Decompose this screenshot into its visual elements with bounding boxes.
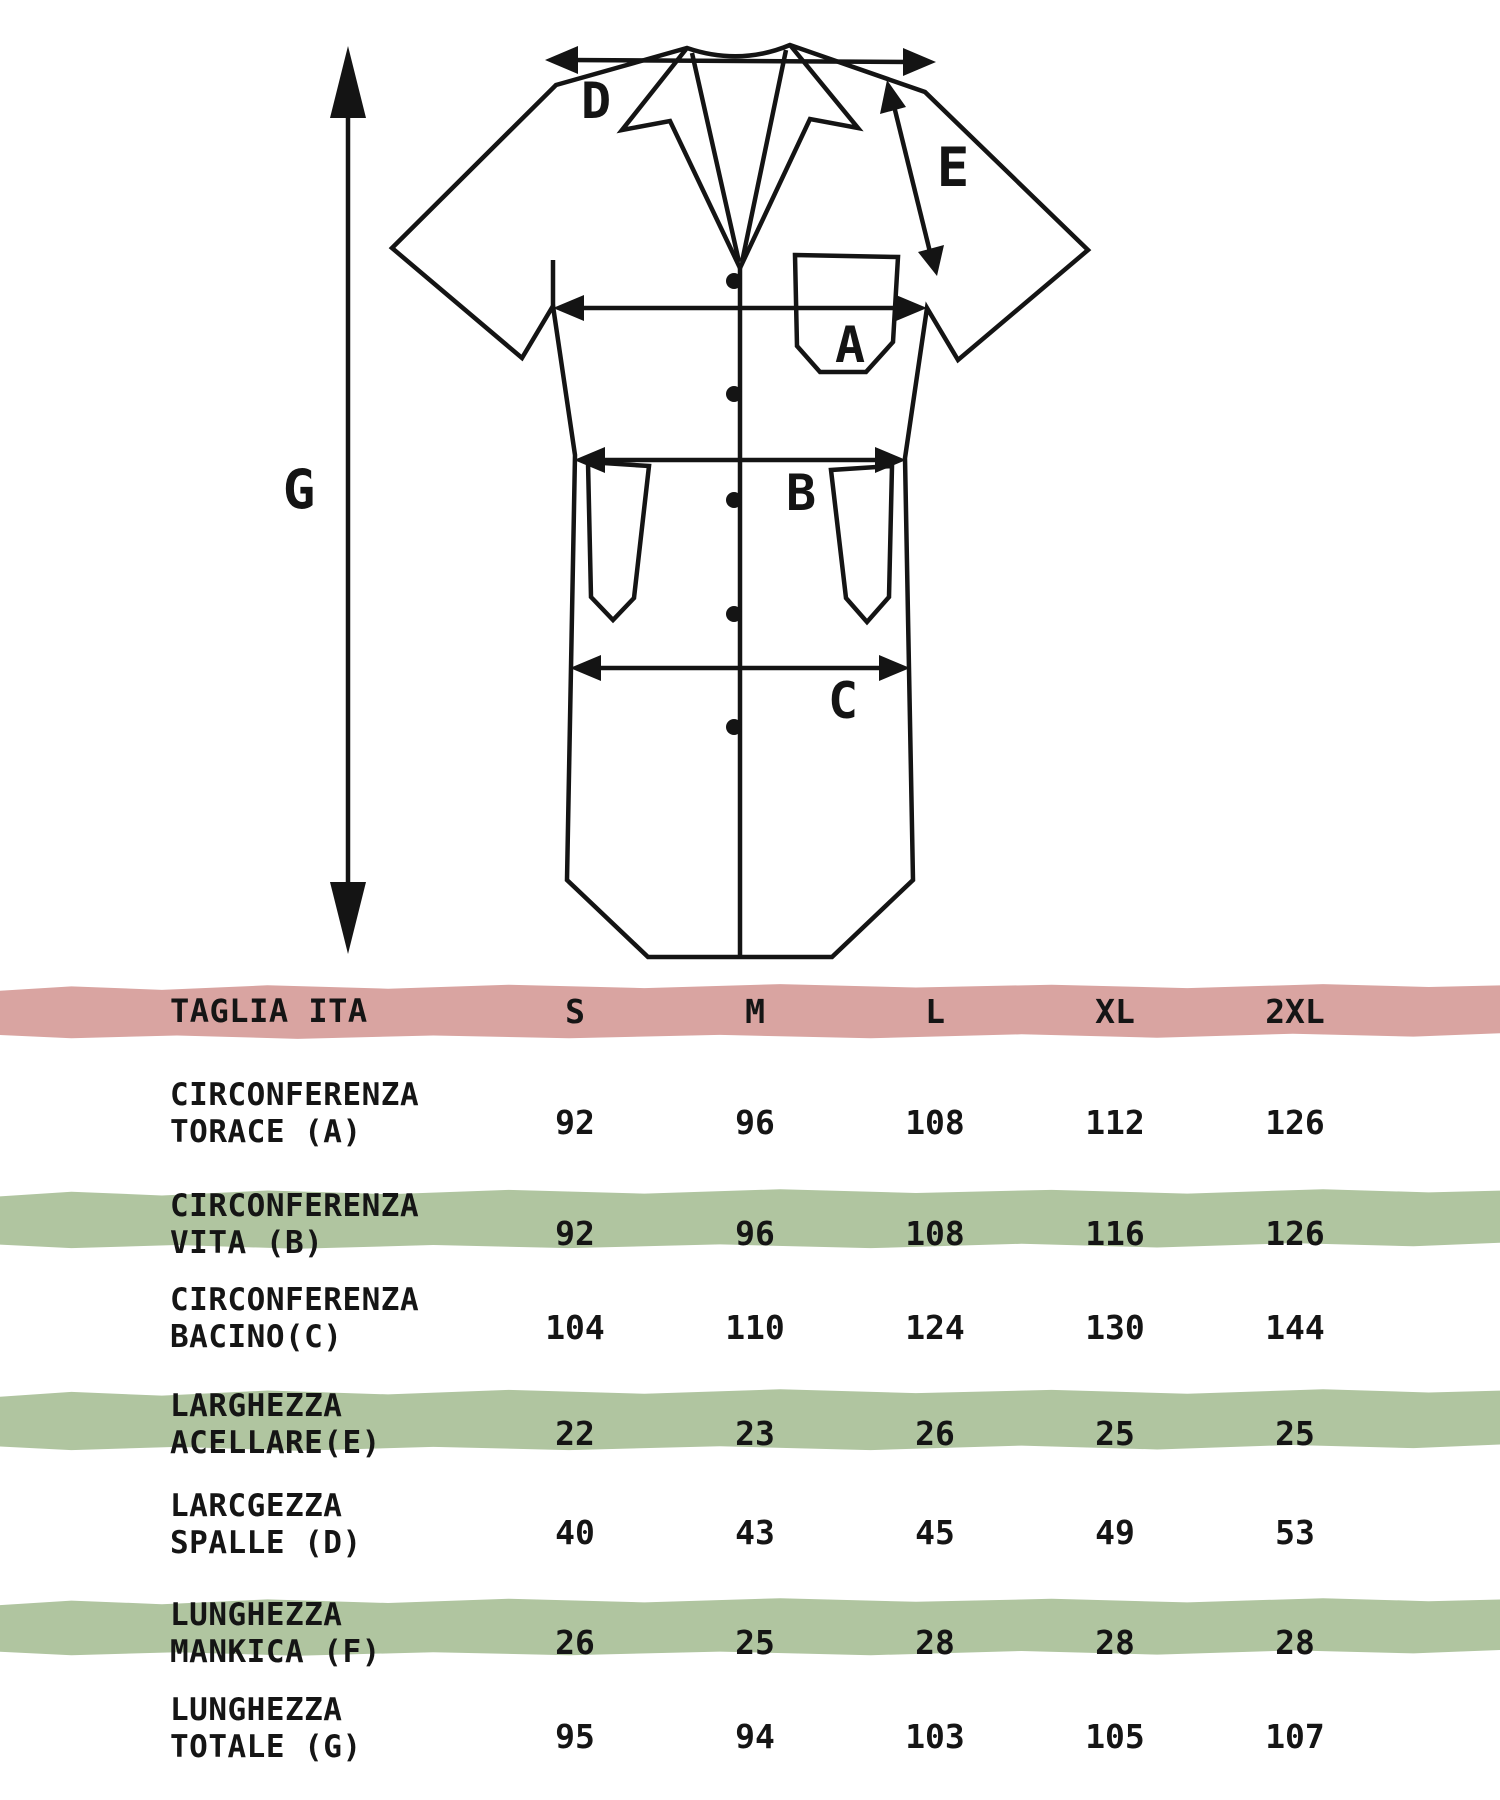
cell-value: 124 [905, 1307, 965, 1347]
cell-value: 43 [735, 1513, 775, 1552]
size-chart-table: TAGLIA ITA S M L XL 2XL CIRCONFERENZA TO… [0, 983, 1500, 1800]
left-lapel-roll-line [689, 52, 742, 263]
chest-label: A [835, 316, 865, 374]
total-length-label: G [283, 458, 316, 521]
cell-value: 25 [1095, 1413, 1135, 1453]
table-header-row: TAGLIA ITA S M L XL 2XL [0, 983, 1500, 1040]
header-cell-size-l: L [925, 992, 945, 1031]
cell-value: 28 [1095, 1622, 1135, 1662]
cell-value: 26 [915, 1413, 955, 1453]
row-label: LARCGEZZA SPALLE (D) [170, 1487, 362, 1561]
header-cell-taglia: TAGLIA ITA [170, 992, 368, 1030]
cell-value: 108 [905, 1102, 965, 1142]
cell-value: 104 [545, 1307, 605, 1347]
cell-value: 103 [905, 1717, 965, 1756]
cell-value: 26 [555, 1622, 595, 1662]
button [726, 273, 742, 289]
cell-value: 112 [1085, 1102, 1145, 1142]
table-row-totale: LUNGHEZZA TOTALE (G) 95 94 103 105 107 [0, 1657, 1500, 1800]
cell-value: 126 [1265, 1213, 1325, 1253]
cell-value: 110 [725, 1307, 785, 1347]
shoulder-label: D [581, 72, 611, 130]
table-row-bacino: CIRCONFERENZA BACINO(C) 104 110 124 130 … [0, 1250, 1500, 1388]
button [726, 386, 742, 402]
row-label: CIRCONFERENZA VITA (B) [170, 1188, 420, 1261]
table-row-torace: CIRCONFERENZA TORACE (A) 92 96 108 112 1… [0, 1040, 1500, 1188]
cell-value: 28 [1275, 1622, 1315, 1662]
header-cell-size-2xl: 2XL [1265, 992, 1325, 1031]
buttons [726, 273, 742, 735]
table-row-manica: LUNGHEZZA MANKICA (F) 26 25 28 28 28 [0, 1597, 1500, 1670]
measure-arrow-armhole [880, 80, 944, 276]
button [726, 719, 742, 735]
cell-value: 23 [735, 1413, 775, 1453]
chest-pocket [792, 252, 901, 375]
row-label: LUNGHEZZA TOTALE (G) [170, 1691, 362, 1765]
garment-diagram: G D E A B [283, 42, 1092, 960]
cell-value: 25 [1275, 1413, 1315, 1453]
cell-value: 96 [735, 1102, 775, 1142]
cell-value: 28 [915, 1622, 955, 1662]
cell-value: 92 [555, 1102, 595, 1142]
cell-value: 107 [1265, 1717, 1325, 1756]
measure-arrow-shoulder [545, 46, 936, 76]
row-label: CIRCONFERENZA BACINO(C) [170, 1282, 420, 1355]
cell-value: 130 [1085, 1307, 1145, 1347]
right-lower-pocket [828, 463, 895, 626]
row-label: CIRCONFERENZA TORACE (A) [170, 1077, 420, 1150]
cell-value: 126 [1265, 1102, 1325, 1142]
cell-value: 144 [1265, 1307, 1325, 1347]
table-row-ascellare: LARGHEZZA ACELLARE(E) 22 23 26 25 25 [0, 1388, 1500, 1461]
cell-value: 105 [1085, 1717, 1145, 1756]
cell-value: 94 [735, 1717, 775, 1756]
row-label: LUNGHEZZA MANKICA (F) [170, 1597, 381, 1670]
hip-label: C [828, 672, 858, 730]
cell-value: 116 [1085, 1213, 1145, 1253]
header-cell-size-xl: XL [1095, 992, 1135, 1031]
measure-arrow-chest [553, 295, 927, 321]
header-cell-size-s: S [565, 992, 585, 1031]
table-row-spalle: LARCGEZZA SPALLE (D) 40 43 45 49 53 [0, 1452, 1500, 1597]
cell-value: 25 [735, 1622, 775, 1662]
row-label: LARGHEZZA ACELLARE(E) [170, 1388, 381, 1461]
button [726, 492, 742, 508]
cell-value: 108 [905, 1213, 965, 1253]
cell-value: 95 [555, 1717, 595, 1756]
header-cell-size-m: M [745, 992, 765, 1031]
table-row-vita: CIRCONFERENZA VITA (B) 92 96 108 116 126 [0, 1188, 1500, 1261]
waist-label: B [786, 464, 816, 522]
cell-value: 45 [915, 1513, 955, 1552]
right-lapel-roll-line [739, 49, 789, 263]
cell-value: 49 [1095, 1513, 1135, 1552]
cell-value: 96 [735, 1213, 775, 1253]
measure-arrow-waist [574, 447, 906, 473]
button [726, 606, 742, 622]
left-lower-pocket [585, 459, 652, 624]
measure-arrow-total-length [330, 46, 366, 954]
armhole-label: E [937, 136, 970, 199]
cell-value: 53 [1275, 1513, 1315, 1552]
cell-value: 40 [555, 1513, 595, 1552]
left-lapel [616, 46, 743, 269]
right-lapel [737, 43, 864, 269]
cell-value: 22 [555, 1413, 595, 1453]
measure-arrow-hip [570, 655, 910, 681]
cell-value: 92 [555, 1213, 595, 1253]
